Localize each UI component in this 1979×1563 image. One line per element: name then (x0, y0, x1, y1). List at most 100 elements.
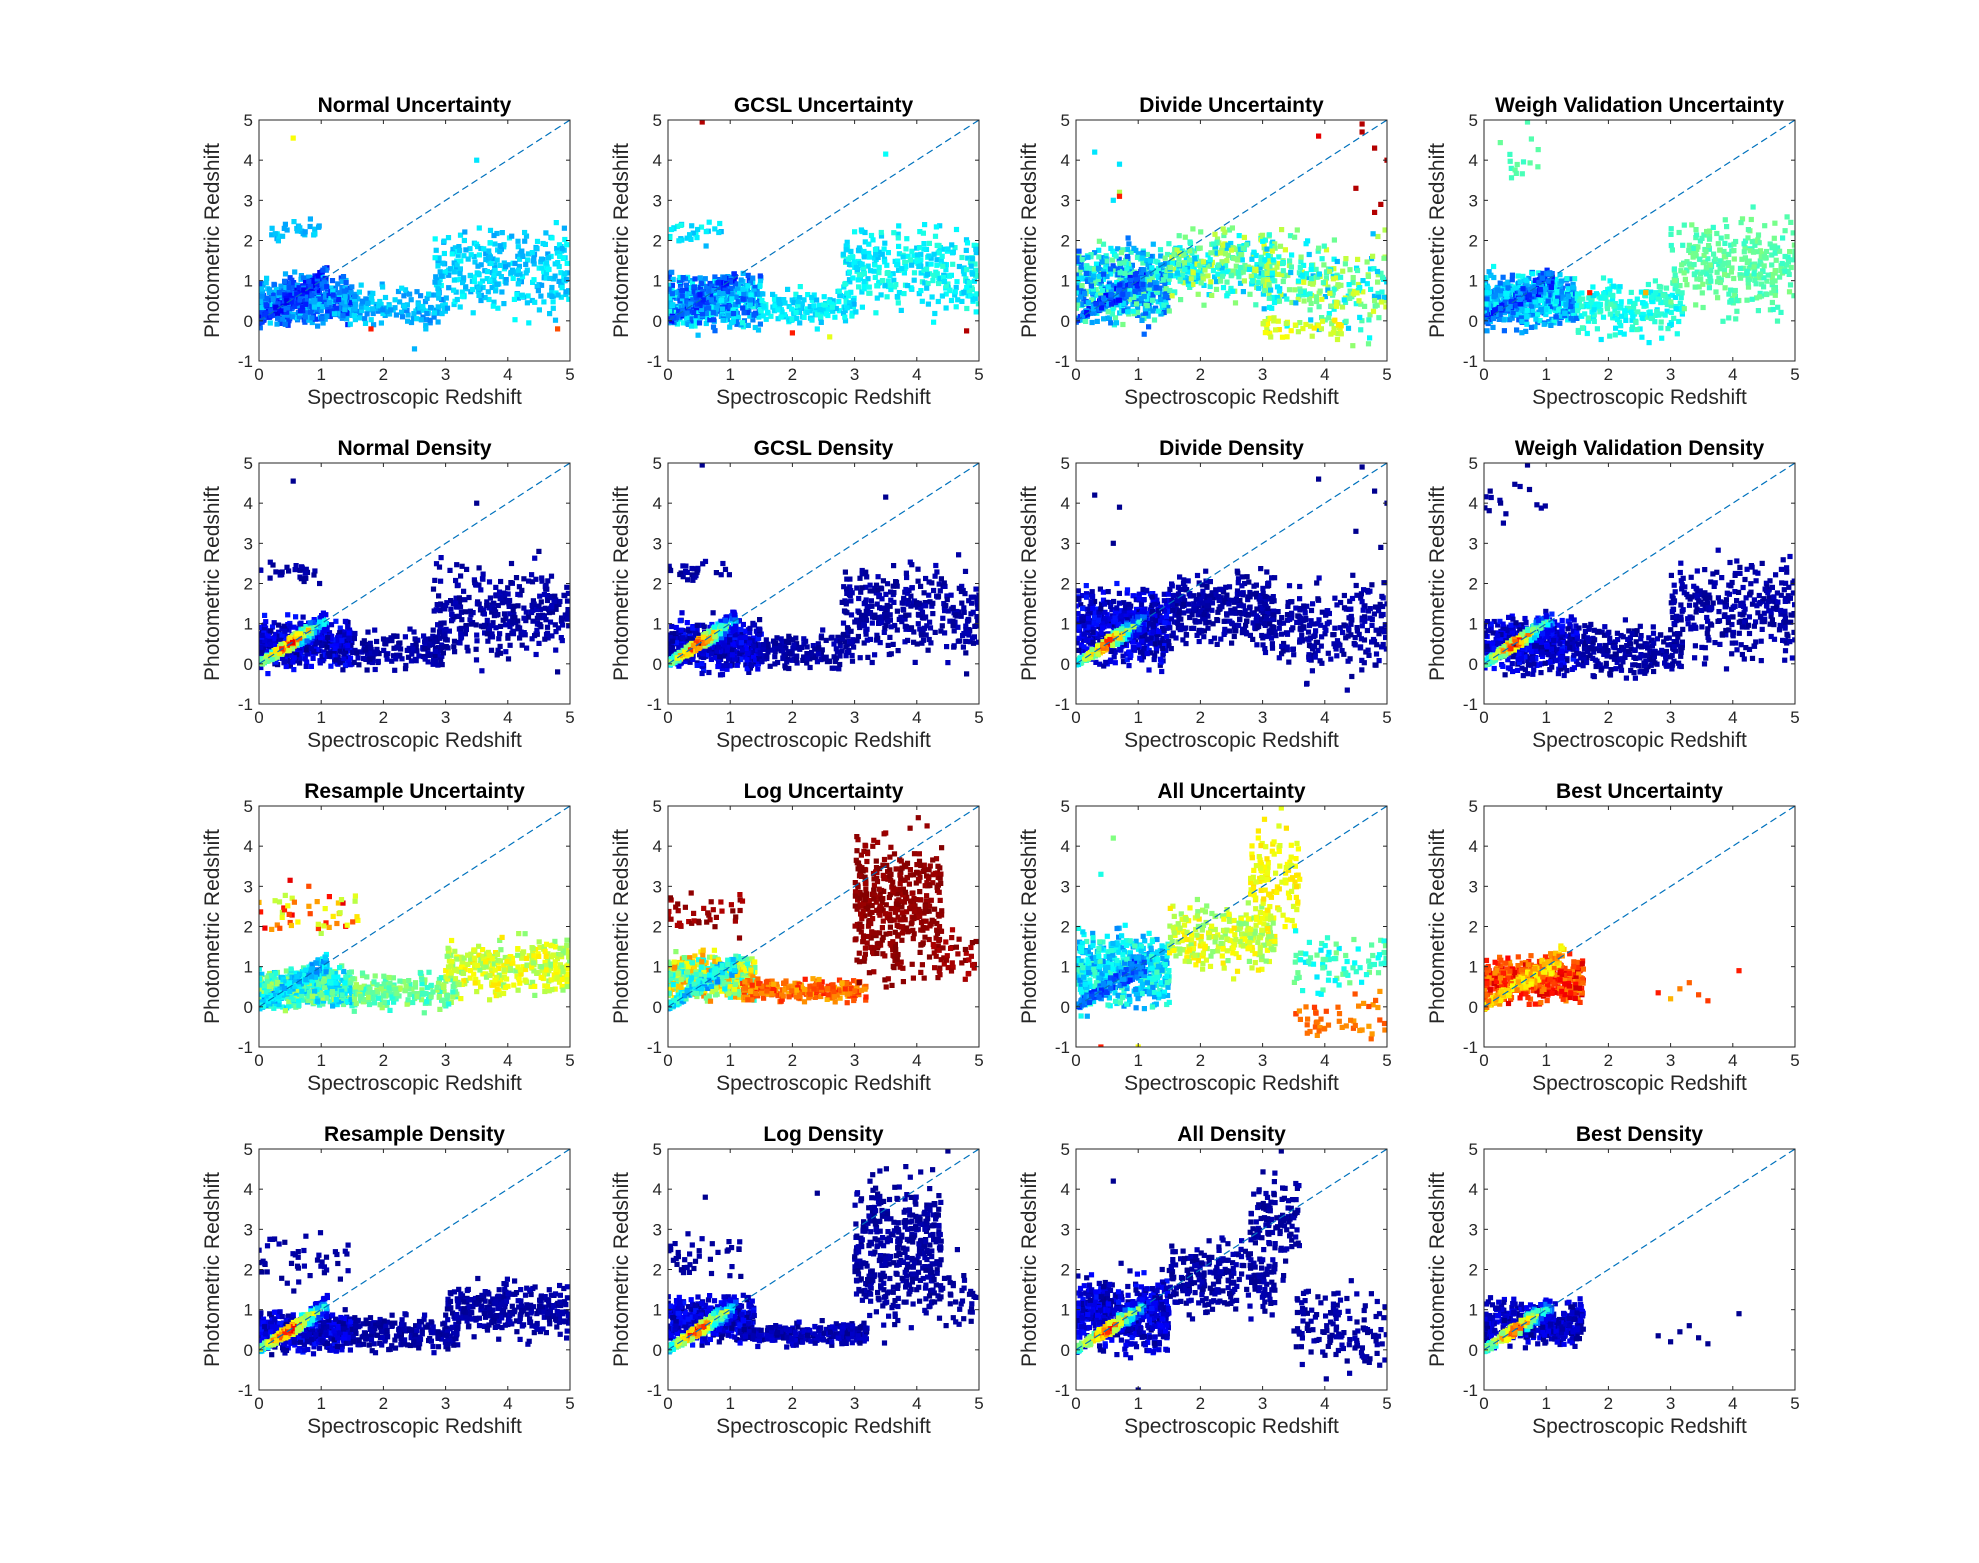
data-point (1604, 299, 1610, 305)
data-point (833, 305, 839, 312)
data-point (269, 225, 275, 231)
data-point (1658, 300, 1664, 306)
data-point (1272, 241, 1278, 247)
data-point (1076, 255, 1080, 261)
data-point (1575, 308, 1581, 314)
data-point (535, 288, 541, 294)
data-point (1493, 312, 1499, 318)
data-point (1600, 314, 1607, 320)
data-point (1133, 276, 1139, 282)
data-point (1662, 299, 1668, 305)
data-point (534, 283, 540, 290)
data-point (804, 306, 810, 312)
data-point (926, 240, 932, 246)
data-point (1240, 245, 1246, 251)
data-point (552, 317, 559, 323)
data-point (1777, 248, 1783, 254)
data-point (478, 245, 484, 252)
data-point (556, 242, 563, 248)
data-point (1288, 269, 1294, 276)
data-point (953, 226, 960, 233)
data-point (307, 309, 314, 315)
data-point (1576, 293, 1582, 299)
data-point (1319, 318, 1326, 324)
data-point (1786, 271, 1792, 277)
data-point (358, 282, 364, 288)
data-point (1174, 270, 1180, 276)
data-point (1270, 294, 1276, 301)
data-point (752, 284, 758, 290)
data-point (1727, 299, 1733, 305)
data-point (259, 293, 265, 300)
data-point (1155, 308, 1162, 314)
data-point (1146, 300, 1152, 306)
data-point (1249, 256, 1255, 262)
data-point (1160, 277, 1166, 283)
data-point (315, 301, 321, 307)
data-point (844, 305, 850, 311)
data-point (876, 279, 882, 285)
data-point (1288, 264, 1294, 270)
data-point (730, 307, 736, 313)
data-point (926, 253, 932, 259)
data-point (1228, 247, 1234, 253)
data-point (1248, 273, 1254, 279)
data-point (1130, 308, 1136, 314)
data-point (270, 296, 276, 302)
data-point (1607, 333, 1613, 339)
data-point (1684, 267, 1690, 273)
data-point (259, 286, 265, 292)
data-point (1613, 284, 1620, 290)
data-point (463, 247, 469, 253)
data-point (829, 304, 835, 310)
data-point (475, 244, 481, 250)
data-point (1696, 284, 1702, 290)
data-point (564, 260, 570, 266)
data-point (1515, 273, 1521, 279)
data-point (759, 297, 765, 304)
data-point (872, 247, 879, 253)
data-point (1714, 279, 1721, 285)
data-point (809, 317, 815, 323)
data-point (1313, 266, 1319, 272)
data-point (1607, 286, 1613, 292)
data-point (1494, 287, 1500, 293)
data-point (1706, 233, 1713, 239)
data-point (1118, 264, 1124, 270)
data-point (435, 319, 441, 325)
data-point (1135, 251, 1141, 257)
data-point (1708, 278, 1714, 284)
data-point (702, 276, 708, 282)
data-point (726, 313, 732, 319)
data-point (1767, 241, 1773, 247)
data-point (523, 270, 529, 276)
data-point (1557, 281, 1563, 287)
data-point (1505, 279, 1511, 285)
data-point (821, 294, 827, 300)
data-point (969, 256, 975, 262)
data-point (1536, 270, 1542, 276)
data-point (488, 260, 494, 267)
data-point (841, 284, 847, 290)
data-point (1315, 248, 1321, 254)
data-point (1266, 295, 1272, 301)
data-point (1116, 287, 1122, 293)
data-point (965, 255, 971, 261)
data-point (967, 288, 973, 294)
data-point (1318, 326, 1324, 332)
y-tick-label: 5 (653, 111, 662, 130)
data-point (1515, 311, 1521, 317)
data-point (1721, 248, 1727, 255)
data-point (1150, 308, 1156, 314)
data-point (1266, 256, 1272, 262)
data-point (668, 235, 673, 241)
data-point (1752, 242, 1758, 248)
data-point (530, 258, 536, 264)
data-point (1740, 265, 1746, 271)
data-point (1494, 298, 1500, 304)
data-point (1298, 259, 1304, 265)
data-point (1646, 310, 1652, 316)
data-point (1100, 241, 1107, 247)
data-point (1750, 249, 1757, 255)
data-point (1163, 286, 1169, 292)
